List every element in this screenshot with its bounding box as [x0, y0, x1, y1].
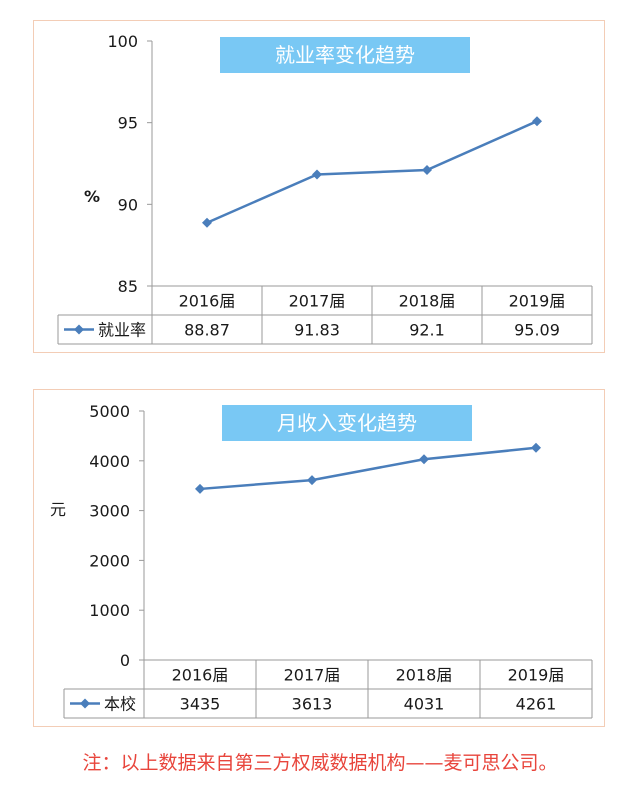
y-axis-label: %: [84, 187, 101, 206]
data-point: [422, 165, 432, 176]
y-tick-label: 90: [118, 195, 138, 214]
legend-label: 本校: [104, 695, 136, 714]
employment-rate-chart-panel: 85 90 95 100 2016届 2017届 2018届 2019届 88.87 91.83 9…: [33, 20, 605, 353]
y-tick-label: 3000: [89, 502, 130, 521]
data-value-label: 3435: [180, 695, 221, 714]
footnote: 注：以上数据来自第三方权威数据机构——麦可思公司。: [82, 752, 558, 774]
category-label: 2019届: [508, 666, 565, 685]
data-value-label: 88.87: [184, 321, 230, 340]
data-point: [202, 217, 212, 228]
category-label: 2018届: [396, 666, 453, 685]
data-point: [419, 454, 429, 465]
category-label: 2017届: [284, 666, 341, 685]
y-tick-label: 95: [118, 114, 138, 133]
legend-label: 就业率: [98, 321, 146, 340]
chart-title: 就业率变化趋势: [220, 37, 470, 73]
category-label: 2019届: [509, 292, 566, 311]
data-value-label: 3613: [292, 695, 333, 714]
series-line: [206, 120, 538, 224]
legend-marker: [80, 698, 90, 709]
data-point: [532, 116, 542, 127]
y-tick-label: 1000: [89, 601, 130, 620]
y-tick-label: 2000: [89, 551, 130, 570]
category-label: 2016届: [172, 666, 229, 685]
employment-rate-chart: 85 90 95 100 2016届 2017届 2018届 2019届 88.87 91.83 9…: [57, 32, 593, 345]
data-point: [531, 442, 541, 453]
data-value-label: 91.83: [294, 321, 340, 340]
monthly-income-chart-panel: 0 1000 2000 3000 4000 5000 2016届 2017届 2018届 2019…: [33, 389, 605, 727]
category-label: 2016届: [179, 292, 236, 311]
data-point: [312, 169, 322, 180]
y-axis-label: 元: [50, 500, 67, 519]
y-tick-label: 0: [120, 651, 130, 670]
data-value-label: 95.09: [514, 321, 560, 340]
data-point: [307, 475, 317, 486]
category-label: 2017届: [289, 292, 346, 311]
y-tick-label: 100: [107, 32, 138, 51]
series-line: [199, 446, 537, 491]
data-value-label: 4031: [404, 695, 445, 714]
monthly-income-chart: 0 1000 2000 3000 4000 5000 2016届 2017届 2018届 2019…: [63, 402, 593, 719]
data-point: [195, 483, 205, 494]
y-tick-label: 5000: [89, 402, 130, 421]
legend-marker: [74, 324, 84, 335]
data-value-label: 92.1: [409, 321, 445, 340]
category-label: 2018届: [399, 292, 456, 311]
y-tick-label: 85: [118, 277, 138, 296]
chart-title: 月收入变化趋势: [222, 405, 472, 441]
data-value-label: 4261: [516, 695, 557, 714]
y-tick-label: 4000: [89, 452, 130, 471]
